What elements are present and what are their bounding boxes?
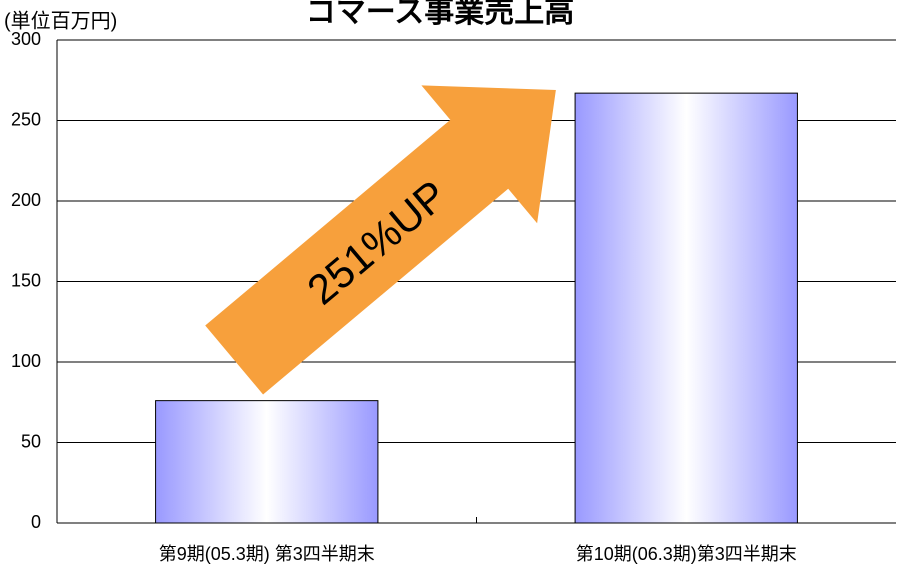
bar bbox=[574, 92, 798, 524]
chart-title: コマース事業売上高 bbox=[306, 0, 575, 29]
y-tick-label: 50 bbox=[21, 431, 41, 451]
y-axis-label: (単位百万円) bbox=[4, 9, 117, 32]
plot-area: 0 50 100 150 200 250 300 第9期(05.3期) 第3四半期末 第10期(… bbox=[11, 29, 896, 564]
y-tick-label: 250 bbox=[11, 109, 41, 129]
x-tick-label: 第10期(06.3期)第3四半期末 bbox=[576, 544, 797, 564]
bar bbox=[155, 400, 379, 524]
annotation-arrow: 251%UP bbox=[205, 85, 556, 395]
y-tick-label: 200 bbox=[11, 190, 41, 210]
x-tick-label: 第9期(05.3期) 第3四半期末 bbox=[159, 544, 375, 564]
arrow-shape bbox=[205, 85, 556, 395]
y-tick-label: 100 bbox=[11, 351, 41, 371]
y-tick-label: 150 bbox=[11, 270, 41, 290]
y-tick-label: 0 bbox=[31, 512, 41, 532]
y-tick-label: 300 bbox=[11, 29, 41, 49]
